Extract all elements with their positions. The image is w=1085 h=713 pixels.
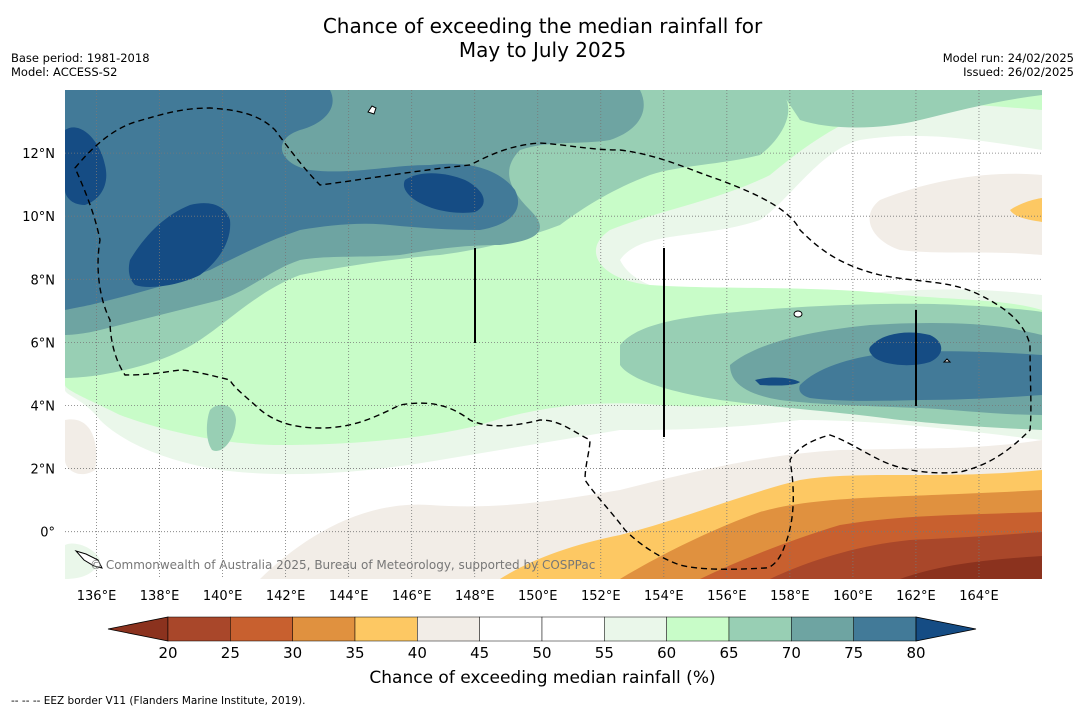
title-line-2: May to July 2025 (458, 38, 627, 62)
island-north (367, 105, 377, 115)
lon-tick-label: 140°E (203, 589, 243, 604)
colorbar-segment (728, 616, 792, 642)
colorbar-tick-label: 30 (283, 644, 302, 662)
field-over-80-center (403, 173, 484, 213)
field-75-80-east (799, 351, 1042, 401)
lon-tick-label: 154°E (644, 589, 684, 604)
colorbar-tick-label: 50 (532, 644, 551, 662)
map-title: Chance of exceeding the median rainfall … (0, 14, 1085, 62)
field-65-70-southwest-patch (206, 404, 236, 451)
lat-tick-label: 0° (40, 526, 55, 541)
title-line-1: Chance of exceeding the median rainfall … (322, 14, 763, 38)
lat-tick-label: 10°N (22, 210, 55, 225)
colorbar-segment (604, 616, 667, 642)
island-east-2 (942, 358, 952, 363)
lon-tick-label: 152°E (581, 589, 621, 604)
field-55-60-southwest (65, 543, 100, 579)
field-over-80-northwest (128, 203, 231, 287)
model-run: Model run: 24/02/2025 (942, 51, 1074, 65)
eez-border-palau (74, 107, 1032, 570)
latitude-labels: 0° 2°N 4°N 6°N 8°N 10°N 12°N (22, 147, 55, 541)
base-period: Base period: 1981-2018 (11, 51, 150, 65)
lat-tick-label: 8°N (31, 273, 56, 288)
colorbar-tick-label: 60 (657, 644, 676, 662)
colorbar-over (915, 616, 977, 642)
lon-tick-label: 158°E (770, 589, 810, 604)
colorbar-under (107, 616, 169, 642)
eez-footnote: -- -- -- EEZ border V11 (Flanders Marine… (11, 695, 306, 707)
colorbar-segment (479, 616, 543, 642)
lon-tick-label: 144°E (329, 589, 369, 604)
lat-tick-label: 4°N (31, 399, 56, 414)
longitude-labels: 136°E 138°E 140°E 142°E 144°E 146°E 148°E 150°E… (77, 589, 999, 604)
colorbar-segment (541, 616, 605, 642)
colorbar-tick-label: 55 (595, 644, 614, 662)
lon-tick-label: 164°E (959, 589, 999, 604)
meta-left: Base period: 1981-2018 Model: ACCESS-S2 (11, 51, 150, 79)
lat-tick-label: 2°N (31, 463, 56, 478)
colorbar-segment (666, 616, 730, 642)
field-below-20-south (900, 556, 1042, 579)
colorbar-segment (230, 616, 293, 642)
field-over-80-west (65, 127, 107, 205)
colorbar: 20 25 30 35 40 45 50 55 60 65 70 75 80 (107, 616, 977, 662)
colorbar-segment (853, 616, 917, 642)
model-name: Model: ACCESS-S2 (11, 65, 118, 79)
colorbar-segment (167, 616, 231, 642)
field-over-80-east (869, 332, 942, 366)
colorbar-segment (791, 616, 854, 642)
lon-tick-label: 146°E (392, 589, 432, 604)
colorbar-segment (292, 616, 356, 642)
issued-date: Issued: 26/02/2025 (963, 65, 1074, 79)
colorbar-tick-label: 70 (782, 644, 801, 662)
field-45-50-southwest (65, 419, 97, 475)
colorbar-tick-label: 20 (158, 644, 177, 662)
colorbar-tick-label: 35 (345, 644, 364, 662)
field-over-80-east-small (755, 377, 800, 386)
colorbar-segment (354, 616, 418, 642)
lon-tick-label: 156°E (707, 589, 747, 604)
lon-tick-label: 150°E (518, 589, 558, 604)
lon-tick-label: 136°E (77, 589, 117, 604)
colorbar-tick-label: 40 (408, 644, 427, 662)
lon-tick-label: 162°E (896, 589, 936, 604)
lon-tick-label: 142°E (266, 589, 306, 604)
island-east-1 (793, 310, 803, 318)
meta-right: Model run: 24/02/2025 Issued: 26/02/2025 (943, 51, 1074, 79)
colorbar-segment (417, 616, 480, 642)
copyright-notice: © Commonwealth of Australia 2025, Bureau… (90, 558, 596, 572)
colorbar-tick-label: 25 (221, 644, 240, 662)
island-southwest (74, 550, 103, 569)
field-40-45-east (869, 173, 1042, 255)
lat-tick-label: 12°N (22, 147, 55, 162)
lon-tick-label: 138°E (140, 589, 180, 604)
colorbar-tick-label: 45 (470, 644, 489, 662)
lat-tick-label: 6°N (31, 336, 56, 351)
field-65-70-upper-right (780, 90, 1042, 128)
colorbar-label: Chance of exceeding median rainfall (%) (369, 668, 716, 688)
colorbar-tick-label: 75 (844, 644, 863, 662)
rainfall-field (65, 90, 1042, 579)
colorbar-tick-label: 80 (906, 644, 925, 662)
colorbar-tick-label: 65 (719, 644, 738, 662)
gridlines (65, 90, 1042, 579)
islands (74, 105, 952, 569)
lon-tick-label: 160°E (833, 589, 873, 604)
eez-borders (74, 107, 1032, 570)
lon-tick-label: 148°E (455, 589, 495, 604)
